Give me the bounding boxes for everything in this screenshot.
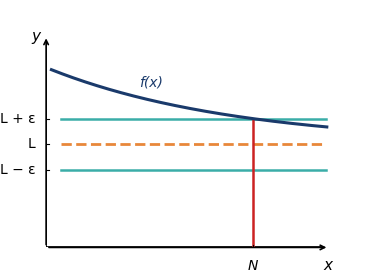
Text: y: y xyxy=(32,29,41,44)
Text: L: L xyxy=(28,137,35,151)
Text: f(x): f(x) xyxy=(139,75,163,90)
Text: L + ε: L + ε xyxy=(0,111,35,126)
Text: L − ε: L − ε xyxy=(0,163,35,177)
Text: x: x xyxy=(323,258,332,273)
Text: N: N xyxy=(248,259,258,273)
